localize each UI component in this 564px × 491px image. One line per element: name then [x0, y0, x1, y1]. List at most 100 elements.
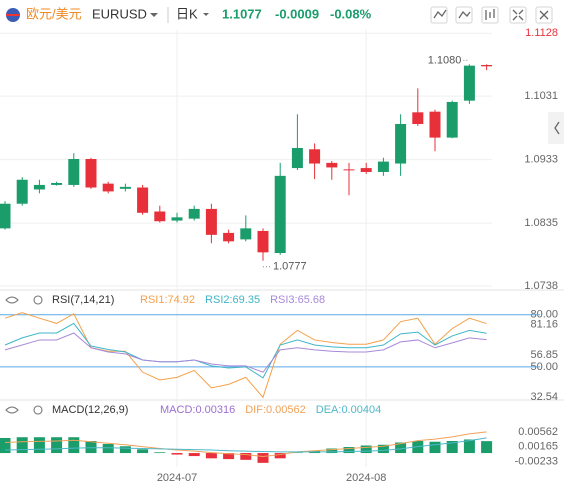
candle-body: [291, 147, 303, 169]
candle-body: [257, 230, 269, 253]
macd-bar: [102, 444, 114, 454]
legend-entry: DEA:0.00404: [316, 404, 381, 416]
y-tick-label: 56.85: [530, 349, 558, 361]
y-tick-label: 1.0835: [524, 217, 558, 229]
symbol[interactable]: EURUSD: [92, 6, 147, 21]
macd-bar: [481, 441, 493, 454]
macd-bar: [119, 446, 131, 454]
gear-icon[interactable]: [33, 295, 43, 305]
candle-body: [68, 159, 80, 185]
candle-body: [33, 184, 45, 190]
candle-body: [395, 123, 407, 164]
candle-body: [188, 208, 200, 219]
tool-button[interactable]: [430, 6, 448, 24]
macd-bar: [154, 452, 166, 454]
rsi-line: [4, 322, 487, 379]
legend-entry: MACD:0.00316: [160, 404, 235, 416]
macd-bar: [257, 453, 269, 463]
tool-icon: [539, 10, 549, 20]
candle-body: [223, 232, 235, 242]
side-tab[interactable]: [548, 112, 564, 144]
macd-bar: [326, 448, 338, 454]
y-tick-label: 1.0933: [524, 154, 558, 166]
candle-body: [360, 168, 372, 172]
macd-bar: [137, 449, 149, 454]
y-tick-label: 0.00165: [518, 441, 558, 453]
rsi-line: [4, 312, 487, 399]
period-arrow[interactable]: [203, 13, 209, 16]
macd-bar: [463, 439, 475, 454]
pair-name[interactable]: 欧元/美元: [26, 6, 82, 21]
change: -0.0009: [275, 6, 319, 21]
macd-bar: [205, 453, 217, 459]
candle-body: [412, 112, 424, 124]
macd-bar: [33, 437, 45, 454]
tool-icon: [433, 9, 447, 19]
legend-entry: DIF:0.00562: [245, 404, 306, 416]
macd-bar: [51, 437, 63, 454]
tool-icon: [485, 9, 495, 20]
candle-body: [326, 162, 338, 168]
legend-entry: RSI3:65.68: [270, 294, 325, 306]
y-tick-label: 81.16: [530, 319, 558, 331]
macd-bar: [85, 440, 97, 454]
y-tick-label: -0.00233: [515, 456, 558, 468]
tool-button[interactable]: [535, 6, 553, 24]
macd-bar: [16, 437, 28, 454]
candle-body: [137, 187, 149, 213]
candle-body: [309, 149, 321, 164]
candle-body: [51, 182, 63, 185]
period[interactable]: 日K: [176, 6, 198, 21]
macd-bar: [0, 437, 11, 454]
y-tick-label: 1.1128: [525, 27, 558, 39]
min-annotation: 1.0777: [273, 261, 307, 273]
tool-button[interactable]: [455, 6, 473, 24]
candle-body: [429, 111, 441, 138]
side-tab-arrow: [554, 121, 560, 135]
candle-body: [240, 228, 252, 240]
dropdown-arrow[interactable]: [150, 13, 158, 17]
y-tick-label: 1.0738: [524, 280, 558, 292]
candle-body: [171, 217, 183, 221]
macd-bar: [240, 453, 252, 460]
header: 欧元/美元 EURUSD 日K 1.1077 -0.0009 -0.08%: [6, 6, 553, 24]
tool-icon: [458, 10, 471, 19]
gear-icon[interactable]: [33, 405, 43, 415]
legend-entry: RSI2:69.35: [205, 294, 260, 306]
y-tick-label: 1.1031: [524, 90, 558, 102]
candle-body: [274, 175, 286, 253]
candle-body: [446, 101, 458, 138]
macd-line: [4, 437, 487, 453]
macd-bar: [188, 453, 200, 457]
candle-body: [377, 161, 389, 172]
candle-body: [0, 203, 11, 229]
macd-bar: [343, 447, 355, 454]
macd-bar: [171, 453, 183, 455]
rsi-line: [4, 332, 487, 373]
macd-line: [4, 431, 487, 457]
candle-body: [343, 169, 355, 171]
candle-body: [85, 159, 97, 188]
x-tick-label: 2024-08: [346, 472, 386, 484]
eye-icon[interactable]: [5, 406, 19, 414]
y-tick-label: 50.00: [530, 361, 558, 373]
rsi-title: RSI(7,14,21): [52, 294, 114, 306]
legend-entry: RSI1:74.92: [140, 294, 195, 306]
candle-body: [102, 183, 114, 192]
candle-body: [154, 211, 166, 222]
macd-bar: [446, 440, 458, 454]
candle-body: [205, 208, 217, 235]
x-tick-label: 2024-07: [157, 472, 197, 484]
tool-button[interactable]: [509, 6, 527, 24]
max-annotation: 1.1080: [428, 54, 462, 66]
y-tick-label: 32.54: [530, 391, 558, 403]
price: 1.1077: [222, 6, 262, 21]
eye-icon[interactable]: [5, 296, 19, 304]
macd-bar: [274, 453, 286, 459]
flag-stripe: [6, 14, 20, 16]
macd-title: MACD(12,26,9): [52, 404, 128, 416]
candle-body: [16, 179, 28, 204]
y-tick-label: 0.00562: [518, 426, 558, 438]
tool-button[interactable]: [481, 6, 499, 24]
